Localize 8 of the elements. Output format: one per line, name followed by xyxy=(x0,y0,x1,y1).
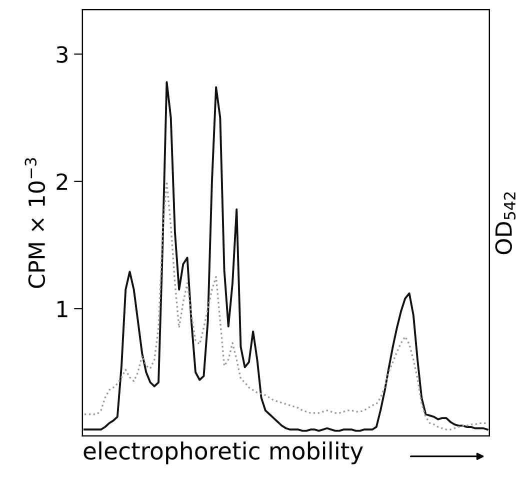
y-tick-label: 2 xyxy=(56,173,68,190)
line-series xyxy=(84,81,488,432)
y2-axis-title: OD$_{542}$ xyxy=(495,192,516,254)
y-tick-label: 3 xyxy=(56,46,68,63)
y-axis-title: CPM × 10$^{−3}$ xyxy=(24,158,46,288)
y-tick-label: 1 xyxy=(58,300,68,318)
x-axis-title: electrophoretic mobility xyxy=(84,441,363,464)
line-series xyxy=(84,180,488,430)
